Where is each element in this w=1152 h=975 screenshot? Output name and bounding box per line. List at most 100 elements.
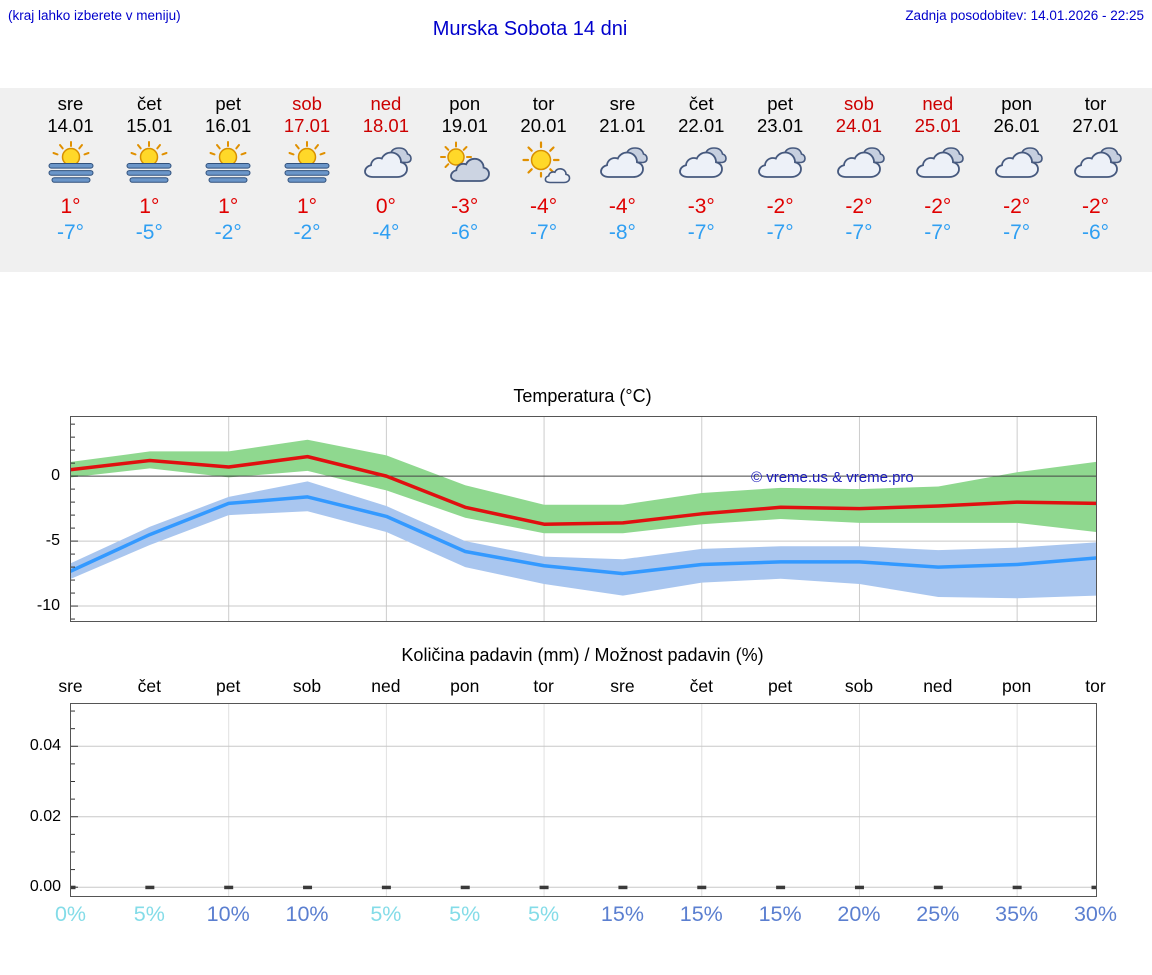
temperature-chart-canvas [71, 417, 1096, 621]
precip-probability: 35% [995, 902, 1039, 926]
forecast-day-20.01: tor 20.01 -4° -7° [504, 88, 584, 272]
low-temp: -7° [766, 221, 794, 244]
precip-day-label: pet [767, 676, 793, 696]
low-temp: -6° [451, 221, 479, 244]
precip-probability: 25% [916, 902, 960, 926]
low-temp: -7° [845, 221, 873, 244]
temperature-chart-title: Temperatura (°C) [513, 386, 652, 406]
day-name: ned [922, 93, 954, 114]
high-temp: -2° [1003, 195, 1031, 218]
precip-probability: 10% [206, 902, 250, 926]
precip-axis-tick-label: 0.02 [29, 807, 61, 825]
day-name: pon [449, 93, 481, 114]
precip-day-label: tor [533, 676, 554, 696]
high-temp: -2° [1081, 195, 1110, 218]
temp-axis-tick-label: -10 [36, 597, 60, 615]
high-temp: -2° [845, 195, 873, 218]
menu-hint: (kraj lahko izberete v meniju) [8, 8, 181, 23]
cloudy-icon [898, 141, 978, 187]
low-temp: -7° [1003, 221, 1031, 244]
day-date: 19.01 [441, 115, 488, 136]
precip-day-label: sre [610, 676, 635, 696]
day-name: pet [215, 93, 242, 114]
high-temp: 0° [375, 195, 396, 218]
temp-axis-tick-label: -5 [45, 532, 60, 550]
partly-cloudy-icon [425, 141, 505, 187]
precip-probability: 15% [679, 902, 723, 926]
day-name: sre [57, 93, 84, 114]
cloudy-icon [1056, 141, 1136, 187]
precip-day-label: sre [58, 676, 83, 696]
temp-axis-tick-label: 0 [51, 467, 60, 485]
precip-day-label: pon [450, 676, 480, 696]
low-temp: -5° [135, 221, 163, 244]
page-title: Murska Sobota 14 dni [432, 18, 628, 40]
high-temp: -3° [451, 195, 479, 218]
day-date: 15.01 [126, 115, 173, 136]
precip-probability: 20% [837, 902, 881, 926]
forecast-day-15.01: čet 15.01 1° -5° [109, 88, 189, 272]
day-date: 14.01 [47, 115, 94, 136]
high-temp: -3° [687, 195, 715, 218]
precip-probability: 15% [758, 902, 802, 926]
day-name: čet [137, 93, 162, 114]
day-date: 26.01 [993, 115, 1040, 136]
sun-fog-icon [267, 141, 347, 187]
high-temp: -2° [924, 195, 952, 218]
precip-day-label: čet [689, 676, 713, 696]
forecast-day-22.01: čet 22.01 -3° -7° [661, 88, 741, 272]
day-date: 27.01 [1072, 115, 1119, 136]
precip-probability: 0% [54, 902, 87, 926]
day-name: sob [292, 93, 322, 114]
day-name: sob [844, 93, 874, 114]
day-date: 16.01 [205, 115, 252, 136]
day-date: 25.01 [914, 115, 961, 136]
watermark-link[interactable]: © vreme.us & vreme.pro [751, 469, 914, 486]
day-name: sre [609, 93, 636, 114]
precip-day-label: čet [137, 676, 162, 696]
day-date: 18.01 [362, 115, 410, 136]
low-temp: -2° [293, 221, 321, 244]
forecast-day-21.01: sre 21.01 -4° -8° [582, 88, 662, 272]
cloudy-icon [661, 141, 741, 187]
precip-chart-title: Količina padavin (mm) / Možnost padavin … [401, 645, 764, 665]
high-temp: -4° [608, 195, 636, 218]
cloudy-icon [346, 141, 426, 187]
day-name: tor [532, 93, 555, 114]
forecast-day-18.01: ned 18.01 0° -4° [346, 88, 426, 272]
precip-probability: 5% [449, 902, 481, 926]
sun-fog-icon [188, 141, 268, 187]
forecast-day-26.01: pon 26.01 -2° -7° [977, 88, 1057, 272]
day-date: 20.01 [520, 115, 567, 136]
sun-fog-icon [31, 141, 111, 187]
precip-chart-canvas [71, 704, 1096, 896]
low-temp: -7° [687, 221, 715, 244]
cloudy-icon [819, 141, 899, 187]
high-temp: 1° [218, 195, 239, 218]
high-temp: -2° [766, 195, 794, 218]
forecast-day-14.01: sre 14.01 1° -7° [31, 88, 111, 272]
precip-day-label: pon [1002, 676, 1032, 696]
precip-axis-tick-label: 0.04 [29, 737, 61, 755]
forecast-day-16.01: pet 16.01 1° -2° [188, 88, 268, 272]
last-update: Zadnja posodobitev: 14.01.2026 - 22:25 [905, 8, 1144, 23]
day-name: pon [1001, 93, 1033, 114]
day-name: čet [688, 93, 714, 114]
precip-day-label: ned [923, 676, 953, 696]
high-temp: 1° [296, 195, 318, 218]
forecast-day-27.01: tor 27.01 -2° -6° [1056, 88, 1136, 272]
day-name: pet [767, 93, 793, 114]
low-temp: -7° [530, 221, 558, 244]
precip-chart [70, 703, 1097, 897]
temperature-chart: © vreme.us & vreme.pro [70, 416, 1097, 622]
high-temp: 1° [139, 195, 160, 218]
precip-probability: 15% [600, 902, 644, 926]
low-temp: -7° [56, 221, 85, 244]
forecast-day-17.01: sob 17.01 1° -2° [267, 88, 347, 272]
forecast-day-24.01: sob 24.01 -2° -7° [819, 88, 899, 272]
day-date: 24.01 [835, 115, 883, 136]
day-date: 22.01 [678, 115, 725, 136]
high-temp: 1° [60, 195, 81, 218]
precip-day-label: tor [1085, 676, 1106, 696]
